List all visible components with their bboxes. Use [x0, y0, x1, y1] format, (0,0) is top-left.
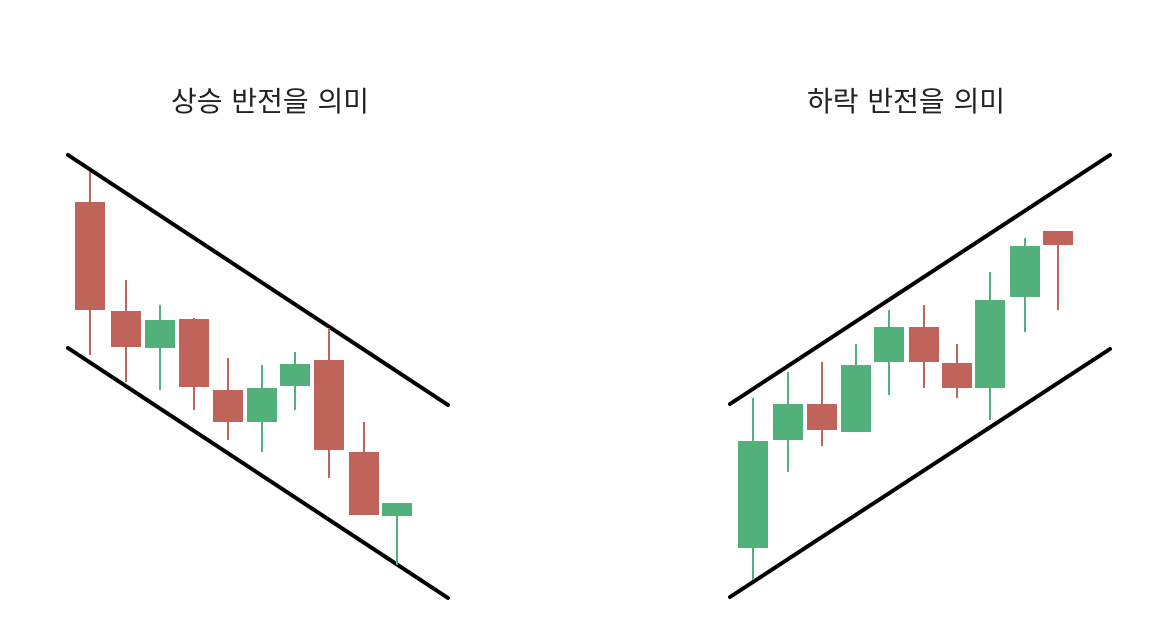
channel-line	[728, 347, 1112, 599]
candle-body	[111, 311, 141, 347]
channel-line	[728, 153, 1112, 406]
candle-body	[382, 503, 412, 516]
candle-body	[807, 404, 837, 430]
candle-body	[145, 320, 175, 348]
candle-body	[75, 202, 105, 310]
panel-title: 하락 반전을 의미	[807, 85, 1005, 118]
candle-body	[909, 327, 939, 362]
panel-title: 상승 반전을 의미	[171, 85, 369, 118]
candle-body	[975, 300, 1005, 388]
candle-body	[213, 390, 243, 422]
candle-body	[773, 404, 803, 440]
candle-body	[942, 363, 972, 388]
candle-body	[1010, 246, 1040, 297]
candle-body	[349, 452, 379, 515]
channel-line	[66, 346, 450, 600]
candle-body	[314, 360, 344, 450]
candle-body	[247, 388, 277, 422]
candle-body	[874, 327, 904, 362]
candle-body	[280, 364, 310, 386]
candle-body	[841, 365, 871, 432]
candle-body	[1043, 231, 1073, 245]
channel-line	[66, 153, 450, 407]
candle-body	[738, 441, 768, 548]
candle-body	[179, 319, 209, 387]
